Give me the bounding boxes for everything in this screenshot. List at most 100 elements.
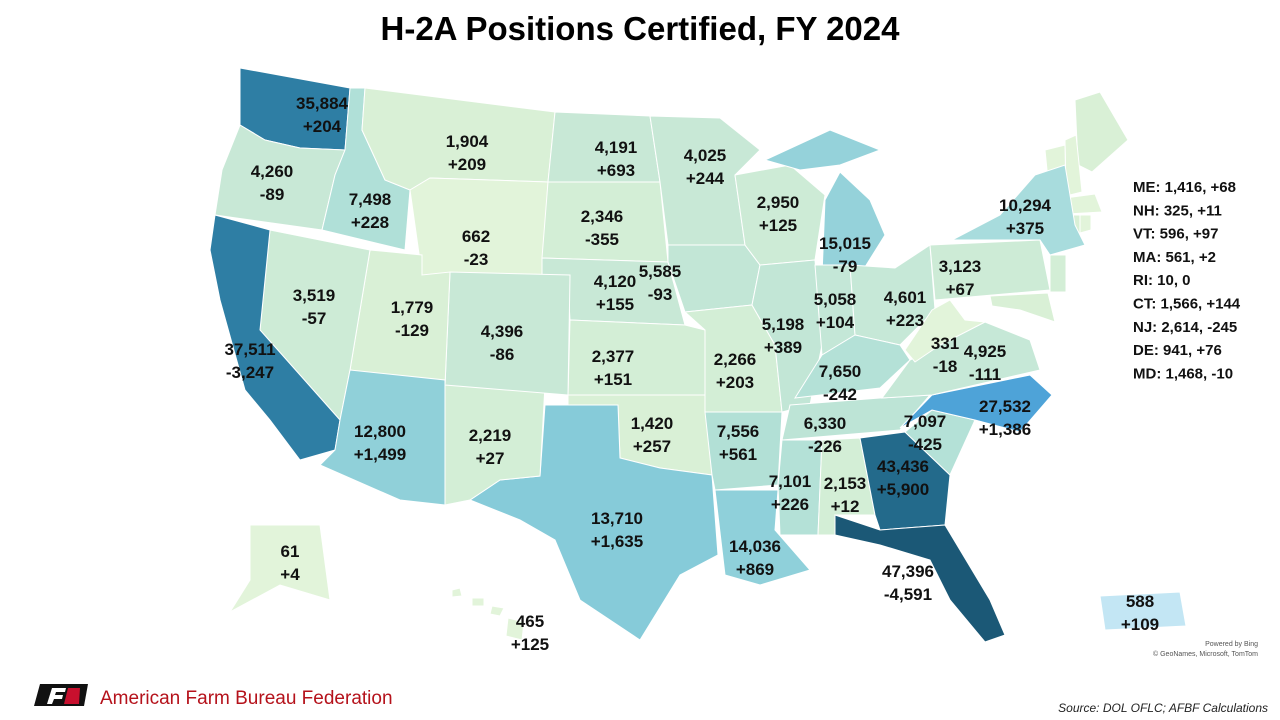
state-change: +1,386 [979, 420, 1031, 439]
state-change: +561 [719, 445, 757, 464]
state-change: -4,591 [884, 585, 932, 604]
state-positions: 7,498 [349, 190, 392, 209]
sidebar-line: RI: 10, 0 [1133, 272, 1191, 289]
state-shape [209, 214, 341, 461]
state-positions: 4,260 [251, 162, 294, 181]
state-change: +155 [596, 295, 634, 314]
state-change: -111 [969, 365, 1001, 384]
state-positions: 7,556 [717, 422, 760, 441]
state-shape [1079, 214, 1092, 234]
state-change: -89 [260, 185, 285, 204]
state-positions: 2,153 [824, 474, 867, 493]
state-shape [1099, 591, 1187, 631]
state-positions: 3,519 [293, 286, 336, 305]
state-positions: 35,884 [296, 94, 349, 113]
state-change: +151 [594, 370, 632, 389]
state-change: -129 [395, 321, 429, 340]
state-change: +1,499 [354, 445, 406, 464]
logo-mark [47, 688, 66, 704]
state-change: -355 [585, 230, 619, 249]
sidebar-line: VT: 596, +97 [1133, 226, 1218, 243]
state-shape [951, 164, 1086, 256]
state-change: -23 [464, 250, 489, 269]
state-change: +257 [633, 437, 671, 456]
state-positions: 5,198 [762, 315, 805, 334]
state-positions: 4,396 [481, 322, 524, 341]
state-positions: 5,058 [814, 290, 857, 309]
state-change: +375 [1006, 219, 1044, 238]
state-shape [505, 617, 525, 641]
state-positions: 4,601 [884, 288, 927, 307]
state-positions: 2,219 [469, 426, 512, 445]
sidebar-line: MD: 1,468, -10 [1133, 365, 1233, 382]
state-shape [763, 129, 882, 171]
state-positions: 15,015 [819, 234, 871, 253]
state-shape [1049, 254, 1067, 293]
state-change: +389 [764, 338, 802, 357]
state-change: -86 [490, 345, 515, 364]
state-positions: 1,420 [631, 414, 674, 433]
state-shape [989, 292, 1056, 323]
state-positions: 27,532 [979, 397, 1031, 416]
state-shape [734, 164, 826, 266]
state-shape [471, 597, 485, 607]
state-change: +12 [831, 497, 860, 516]
state-change: +125 [759, 216, 797, 235]
state-shape [667, 244, 761, 313]
sidebar-line: DE: 941, +76 [1133, 342, 1222, 359]
state-positions: 7,097 [904, 412, 947, 431]
state-change: +4 [280, 565, 300, 584]
logo-text: American Farm Bureau Federation [100, 688, 393, 709]
states [209, 67, 1187, 643]
state-positions: 37,511 [224, 340, 275, 359]
state-positions: 10,294 [999, 196, 1052, 215]
sidebar: ME: 1,416, +68 NH: 325, +11 VT: 596, +97 MA… [1133, 179, 1241, 382]
state-shape [834, 514, 1006, 643]
attribution: © GeoNames, Microsoft, TomTom [1153, 650, 1258, 658]
state-change: +223 [886, 311, 924, 330]
state-change: -79 [833, 257, 858, 276]
state-positions: 2,950 [757, 193, 800, 212]
state-positions: 2,346 [581, 207, 624, 226]
state-positions: 4,025 [684, 146, 727, 165]
state-change: +27 [476, 449, 505, 468]
state-change: +209 [448, 155, 486, 174]
state-positions: 7,650 [819, 362, 862, 381]
state-labels: 35,884 +204 4,260 -89 7,498 +228 1,904 +209 662 -… [224, 94, 1159, 654]
state-positions: 47,396 [882, 562, 934, 581]
state-change: +104 [816, 313, 855, 332]
state-shape [489, 605, 505, 617]
state-change: -226 [808, 437, 842, 456]
state-change: +244 [686, 169, 725, 188]
sidebar-line: CT: 1,566, +144 [1133, 296, 1241, 313]
state-change: -93 [648, 285, 673, 304]
state-positions: 14,036 [729, 537, 781, 556]
state-shape [704, 411, 783, 491]
state-positions: 465 [516, 612, 544, 631]
state-positions: 5,585 [639, 262, 682, 281]
state-change: -242 [823, 385, 857, 404]
map-title: H-2A Positions Certified, FY 2024 [381, 10, 901, 47]
state-shape [228, 524, 331, 614]
state-change: +5,900 [877, 480, 929, 499]
sidebar-line: MA: 561, +2 [1133, 249, 1216, 266]
state-positions: 43,436 [877, 457, 929, 476]
state-change: +1,635 [591, 532, 643, 551]
state-positions: 3,123 [939, 257, 982, 276]
state-positions: 6,330 [804, 414, 847, 433]
state-positions: 4,191 [595, 138, 638, 157]
state-shape [319, 369, 446, 506]
state-positions: 662 [462, 227, 490, 246]
state-change: +204 [303, 117, 342, 136]
state-shape [777, 439, 823, 536]
state-change: +67 [946, 280, 975, 299]
state-shape [904, 299, 987, 363]
sidebar-line: NJ: 2,614, -245 [1133, 319, 1237, 336]
state-positions: 4,120 [594, 272, 637, 291]
sidebar-line: NH: 325, +11 [1133, 202, 1222, 219]
state-change: +693 [597, 161, 635, 180]
state-positions: 2,377 [592, 347, 635, 366]
state-change: -57 [302, 309, 327, 328]
source: Source: DOL OFLC; AFBF Calculations [1058, 701, 1268, 715]
